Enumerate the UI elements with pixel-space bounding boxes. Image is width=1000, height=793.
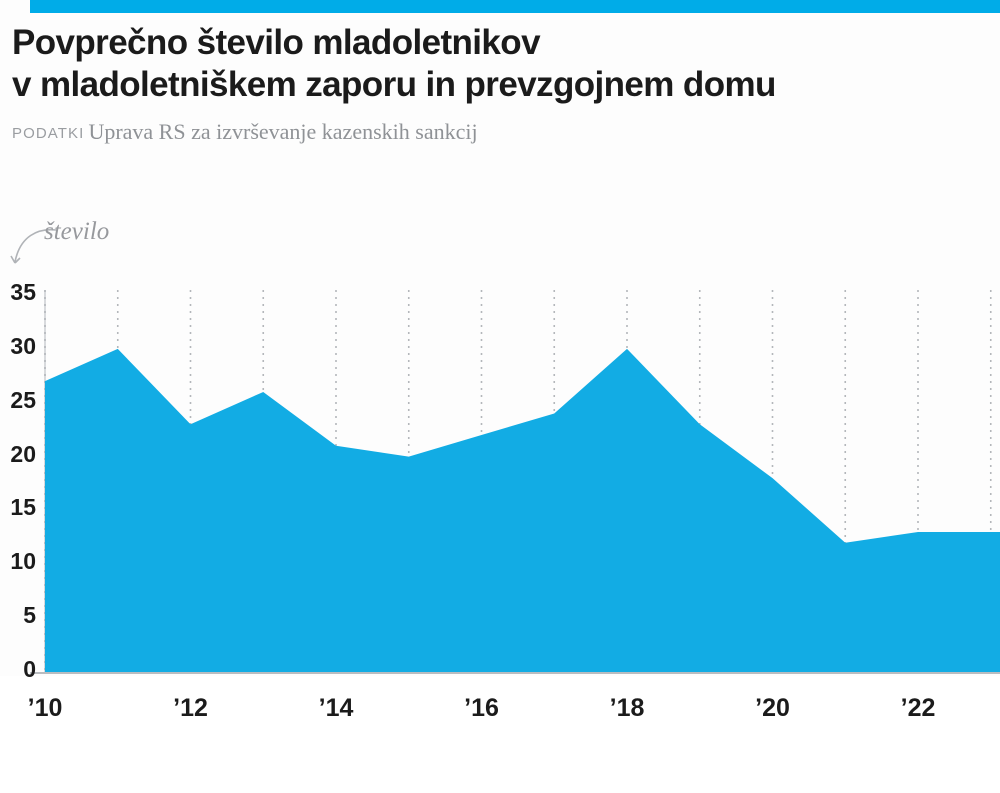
source-kicker: PODATKI [12, 125, 85, 142]
y-tick-label: 30 [10, 332, 36, 359]
top-accent-bar [30, 0, 1000, 13]
x-tick-label: ’16 [464, 694, 499, 722]
chart-plot-area [0, 285, 1000, 685]
bottom-white-band [0, 676, 1000, 793]
x-tick-label: ’12 [173, 694, 208, 722]
page-title-line-2: v mladoletniškem zaporu in prevzgojnem d… [12, 65, 776, 104]
y-tick-label: 10 [10, 548, 36, 575]
y-tick-label: 20 [10, 440, 36, 467]
y-axis-unit-label: število [44, 218, 110, 245]
x-tick-label: ’14 [318, 694, 354, 722]
x-tick-label: ’10 [27, 694, 63, 722]
y-tick-label: 25 [10, 386, 36, 413]
y-tick-label: 0 [23, 656, 36, 682]
source-text: Uprava RS za izvrševanje kazenskih sankc… [88, 119, 478, 144]
x-axis-baseline [30, 672, 1000, 674]
source-note: PODATKI Uprava RS za izvrševanje kazenski… [12, 119, 988, 147]
unit-pointer-arrow [10, 228, 57, 264]
area-series-fill [45, 348, 1000, 672]
y-tick-label: 5 [23, 602, 36, 629]
y-tick-label: 35 [10, 279, 36, 305]
x-tick-label: ’20 [755, 694, 790, 722]
x-tick-label: ’18 [609, 694, 645, 722]
y-tick-label: 15 [10, 494, 36, 521]
header: Povprečno število mladoletnikov v mladol… [12, 22, 988, 147]
page-title-line-1: Povprečno število mladoletnikov [12, 23, 541, 62]
x-tick-label: ’22 [900, 694, 936, 722]
area-chart-svg [44, 290, 1000, 672]
